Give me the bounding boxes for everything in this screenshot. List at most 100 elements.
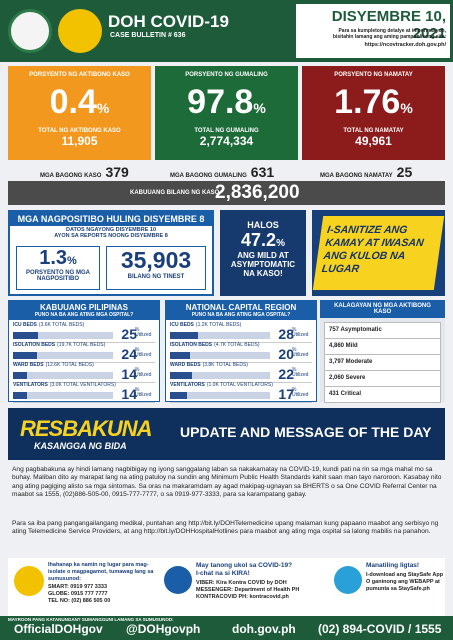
new-label: MGA BAGONG NAMATAY (320, 173, 393, 179)
sanitize-text: I-SANITIZE ANG KAMAY AT IWASAN ANG KULOB… (320, 224, 425, 275)
asym-row: 47.2% (220, 230, 306, 251)
doh-logo (8, 9, 52, 53)
block: SMART: 0919 977 3333 GLOBE: 0915 777 7777… (48, 584, 158, 605)
status-item: 757 Asymptomatic (324, 322, 441, 339)
bed-total: (3.0K TOTAL VENTILATORS) (49, 382, 116, 388)
rate-label: PORSYENTO NG MGA NAGPOSITIBO (26, 270, 90, 282)
bed-track (13, 372, 113, 379)
bed-track (170, 372, 270, 379)
bed-panel-title: NATIONAL CAPITAL REGION (166, 301, 316, 312)
stat-unit: % (96, 100, 110, 116)
staysafe-icon (334, 566, 362, 594)
bed-unit-block: % Utilized (135, 328, 155, 338)
bed-row: ISOLATION BEDS (19.7K TOTAL BEDS) 24% Utili… (13, 342, 155, 363)
bed-row: WARD BEDS (3.8K TOTAL BEDS) 22% Utilized (170, 362, 312, 383)
bed-label-row: VENTILATORS (3.0K TOTAL VENTILATORS) (13, 382, 155, 388)
contact-line: O ganinong ang WEBAPP at pumunta sa Stay… (366, 579, 440, 592)
note: Para sa kumpletong detalye at impormasyo… (332, 28, 446, 40)
bed-unit: % (292, 367, 297, 373)
bed-track (170, 332, 270, 339)
positives-box: MGA NAGPOSITIBO HULING DISYEMBRE 8 DATOS… (8, 210, 214, 296)
stat-box: PORSYENTO NG GUMALING 97.8% TOTAL NG GUMAL… (155, 66, 298, 160)
update-band (8, 408, 445, 460)
date-box (296, 4, 450, 58)
stat-sub: TOTAL NG GUMALING (194, 128, 259, 134)
isolate-text: Ihahanap ka namin ng lugar para mag-isol… (48, 562, 154, 582)
bed-label-row: ICU BEDS (3.6K TOTAL BEDS) (13, 322, 155, 328)
bed-unit-block: % Utilized (292, 328, 312, 338)
bed-unit: % (292, 327, 297, 333)
stat-pct-row: 97.8% (155, 82, 298, 128)
status-item: 2,060 Severe (324, 370, 441, 387)
bed-fill (170, 372, 192, 379)
bed-utilized: Utilized (292, 372, 309, 378)
bed-unit-block: % Utilized (292, 368, 312, 378)
stat-unit: % (400, 100, 413, 116)
bed-fill (170, 352, 190, 359)
total-bar (8, 181, 445, 205)
stat-unit: % (253, 100, 266, 116)
bed-label-row: ISOLATION BEDS (19.7K TOTAL BEDS) (13, 342, 155, 348)
phone: (02) 894-COVID / 1555 (318, 622, 442, 636)
contact-line: MESSENGER: Department of Health PH (196, 587, 300, 593)
stat-label: PORSYENTO NG NAMATAY (334, 72, 413, 78)
tested-value: 35,903 (120, 247, 192, 273)
rate-box: 1.3% PORSYENTO NG MGA NAGPOSITIBO (16, 246, 100, 290)
stat-pct: 0.4 (49, 83, 97, 121)
total-label: KABUUANG BILANG NG KASO (130, 190, 220, 196)
total-value: 2,836,200 (215, 182, 300, 203)
stat-sub: TOTAL NG AKTIBONG KASO (38, 128, 121, 134)
bed-label: VENTILATORS (170, 382, 205, 388)
bed-track (13, 392, 113, 399)
status-box: KALAGAYAN NG MGA AKTIBONG KASO 757 Asymp… (320, 300, 445, 403)
stat-pct: 97.8 (187, 83, 254, 121)
web: doh.gov.ph (232, 622, 296, 636)
stat-sub: TOTAL NG NAMATAY (343, 128, 404, 134)
status-item: 431 Critical (324, 386, 441, 403)
new-count: MGA BAGONG KASO 379 (40, 164, 129, 180)
bed-utilized: Utilized (135, 372, 152, 378)
contact-line: SMART: 0919 977 3333 (48, 584, 108, 590)
stat-label: PORSYENTO NG GUMALING (185, 72, 268, 78)
bulletin: CASE BULLETIN # 636 (110, 32, 186, 39)
bed-label: ISOLATION BEDS (13, 342, 56, 348)
bed-panel-title: KABUUANG PILIPINAS (9, 301, 159, 312)
contacts-bg (8, 558, 445, 616)
stat-pct-row: 1.76% (302, 82, 445, 128)
bed-unit: % (135, 387, 140, 393)
bed-value: 25 (121, 326, 137, 342)
contact-line: VIBER: Kira Kontra COVID by DOH (196, 580, 287, 586)
header: DOH COVID-19 CASE BULLETIN # 636 DISYEMB… (0, 0, 453, 62)
bed-value: 28 (278, 326, 294, 342)
bed-utilized: Utilized (135, 332, 152, 338)
bed-row: ICU BEDS (3.6K TOTAL BEDS) 25% Utilized (13, 322, 155, 343)
asym-unit: % (276, 238, 285, 249)
asym-text: ANG MILD AT ASYMPTOMATIC NA KASO! (230, 251, 296, 278)
bed-unit-block: % Utilized (135, 348, 155, 358)
stat-pct: 1.76 (334, 83, 401, 121)
update-logo: RESBAKUNA (20, 416, 153, 441)
facebook: OfficialDOHgov (14, 622, 103, 636)
kira-cta: I-chat na si KIRA! (196, 570, 250, 577)
bed-fill (13, 392, 27, 399)
bed-panel-subtitle: PUNO NA BA ANG ATING MGA OSPITAL? (9, 312, 159, 320)
rate-value: 1.3 (39, 247, 68, 269)
bed-utilized: Utilized (292, 332, 309, 338)
bed-panel-subtitle: PUNO NA BA ANG ATING MGA OSPITAL? (166, 312, 316, 320)
contact-line: I-download ang StaySafe App (366, 572, 444, 578)
footer-ask: MAYROON PANG KATANUNGAN? SUMANGGUNI LAMA… (8, 617, 174, 622)
status-item: 4,860 Mild (324, 338, 441, 355)
bed-total: (1.0K TOTAL VENTILATORS) (206, 382, 273, 388)
stat-box: PORSYENTO NG NAMATAY 1.76% TOTAL NG NAMATA… (302, 66, 445, 160)
status-title: KALAGAYAN NG MGA AKTIBONG KASO (320, 300, 445, 318)
bed-row: ICU BEDS (1.2K TOTAL BEDS) 28% Utilized (170, 322, 312, 343)
bed-value: 24 (121, 346, 137, 362)
bed-unit: % (292, 347, 297, 353)
kira-icon (164, 566, 192, 594)
asymptomatic-box: HALOS 47.2% ANG MILD AT ASYMPTOMATIC NA … (220, 210, 306, 296)
bed-panel: KABUUANG PILIPINAS PUNO NA BA ANG ATING M… (8, 300, 160, 403)
bed-total: (1.2K TOTAL BEDS) (195, 322, 242, 328)
block: I-download ang StaySafe App O ganinong an… (366, 572, 444, 593)
update-logo-sub: KASANGGA NG BIDA (34, 441, 127, 451)
